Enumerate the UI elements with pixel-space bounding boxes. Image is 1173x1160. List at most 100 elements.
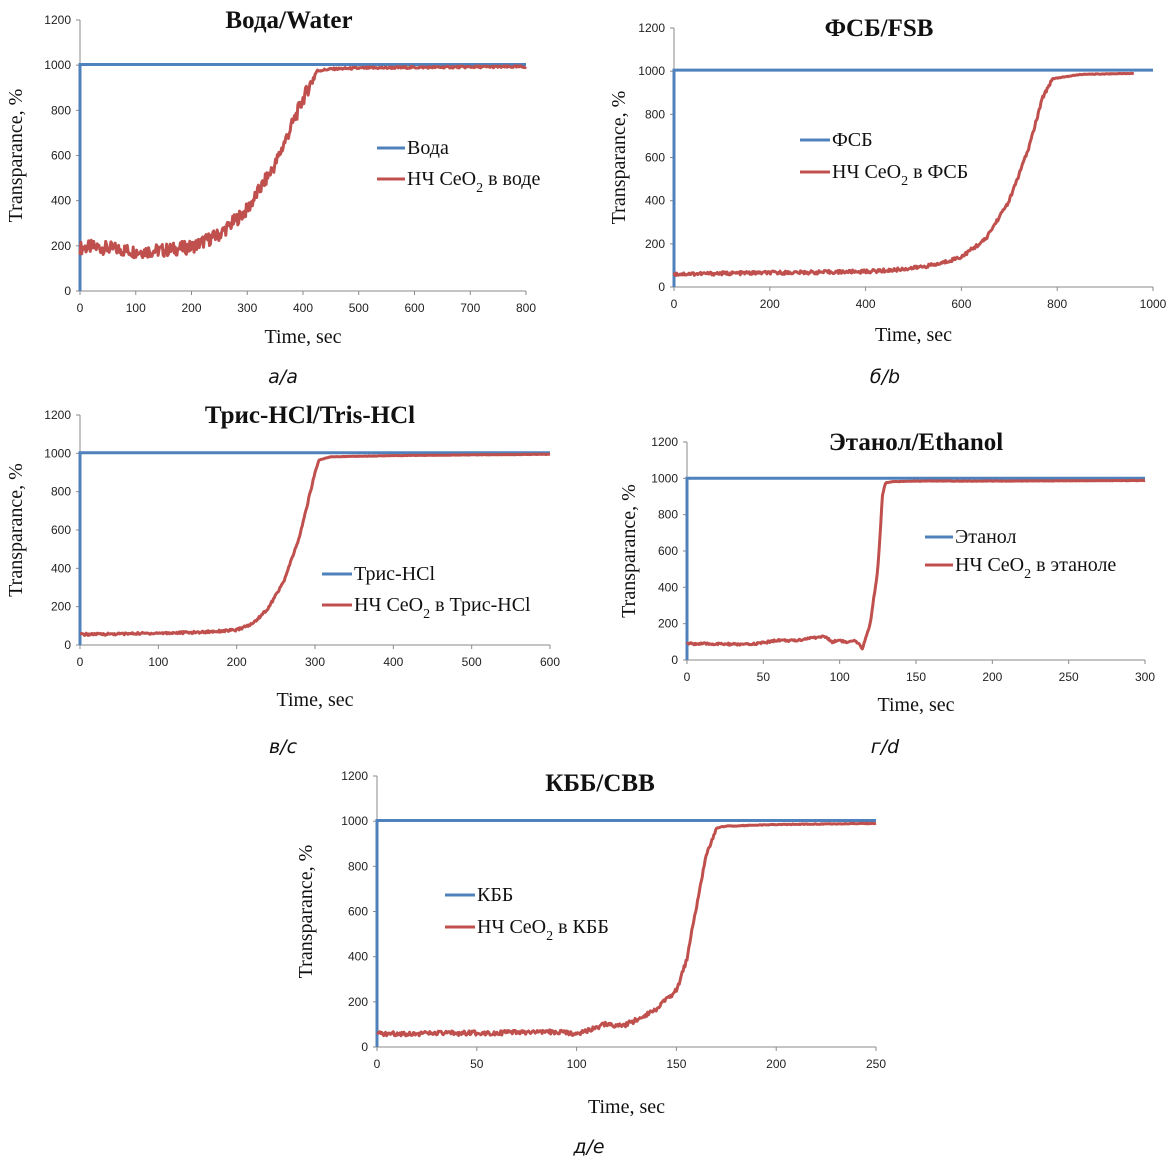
legend-label-sample: НЧ CeO2 в этаноле bbox=[955, 554, 1116, 582]
chart-title: Вода/Water bbox=[225, 7, 352, 34]
y-tick-label: 600 bbox=[51, 523, 71, 537]
legend-label-sample: НЧ CeO2 в КББ bbox=[477, 916, 609, 944]
x-tick-label: 200 bbox=[766, 1057, 786, 1071]
x-tick-label: 0 bbox=[374, 1057, 381, 1071]
x-tick-label: 500 bbox=[462, 655, 482, 669]
x-tick-label: 500 bbox=[349, 301, 369, 315]
x-axis-label: Time, sec bbox=[276, 689, 353, 711]
y-tick-label: 1000 bbox=[638, 64, 665, 78]
x-axis-label: Time, sec bbox=[877, 694, 954, 716]
caption-e: д/e bbox=[573, 1136, 605, 1158]
x-axis-label: Time, sec bbox=[264, 326, 341, 348]
x-tick-label: 400 bbox=[293, 301, 313, 315]
x-tick-label: 100 bbox=[126, 301, 146, 315]
x-tick-label: 800 bbox=[516, 301, 536, 315]
chart-title: Трис-HCl/Tris-HCl bbox=[205, 402, 415, 429]
x-tick-label: 250 bbox=[866, 1057, 886, 1071]
series-line-reference bbox=[78, 63, 526, 291]
x-tick-label: 150 bbox=[666, 1057, 686, 1071]
x-tick-label: 50 bbox=[470, 1057, 484, 1071]
series-line-sample bbox=[376, 821, 877, 1038]
x-tick-label: 600 bbox=[540, 655, 560, 669]
x-tick-label: 0 bbox=[77, 301, 84, 315]
y-tick-label: 1000 bbox=[651, 471, 678, 485]
y-tick-label: 0 bbox=[64, 284, 71, 298]
y-tick-label: 200 bbox=[645, 237, 665, 251]
chart-title: Этанол/Ethanol bbox=[829, 429, 1003, 456]
caption-a: а/a bbox=[268, 366, 298, 388]
y-tick-label: 600 bbox=[645, 151, 665, 165]
y-tick-label: 200 bbox=[348, 995, 368, 1009]
y-tick-label: 400 bbox=[348, 950, 368, 964]
x-tick-label: 100 bbox=[567, 1057, 587, 1071]
y-axis-label: Transparance, % bbox=[5, 463, 27, 597]
y-tick-label: 600 bbox=[51, 149, 71, 163]
series-line-reference bbox=[672, 68, 1153, 287]
series-line-sample bbox=[672, 71, 1135, 277]
x-tick-label: 250 bbox=[1059, 670, 1079, 684]
x-tick-label: 300 bbox=[1135, 670, 1155, 684]
x-axis-label: Time, sec bbox=[875, 324, 952, 346]
y-tick-label: 600 bbox=[348, 905, 368, 919]
x-tick-label: 0 bbox=[671, 297, 678, 311]
legend-label-reference: Этанол bbox=[955, 526, 1017, 548]
x-tick-label: 1000 bbox=[1140, 297, 1167, 311]
x-tick-label: 800 bbox=[1047, 297, 1067, 311]
y-tick-label: 800 bbox=[348, 859, 368, 873]
y-tick-label: 1200 bbox=[44, 13, 71, 27]
legend: Трис-HCl НЧ CeO2 в Трис-HCl bbox=[322, 563, 531, 622]
y-tick-label: 400 bbox=[51, 194, 71, 208]
chart-title: ФСБ/FSB bbox=[825, 15, 934, 42]
x-tick-label: 200 bbox=[227, 655, 247, 669]
caption-d: г/d bbox=[870, 736, 900, 758]
y-tick-label: 400 bbox=[658, 580, 678, 594]
legend-label-reference: Трис-HCl bbox=[354, 563, 435, 585]
y-axis-label: Transparance, % bbox=[608, 91, 630, 225]
y-tick-label: 1000 bbox=[44, 58, 71, 72]
y-tick-label: 200 bbox=[658, 617, 678, 631]
chart-panel-3: 0 200 400 600 800 1000 1200 0 50 100 150 200 250 300 Э… bbox=[618, 429, 1155, 716]
y-axis-label: Transparance, % bbox=[295, 845, 317, 979]
y-tick-label: 0 bbox=[361, 1040, 368, 1054]
x-tick-label: 200 bbox=[982, 670, 1002, 684]
x-tick-label: 700 bbox=[460, 301, 480, 315]
y-tick-label: 1200 bbox=[638, 21, 665, 35]
legend-label-sample: НЧ CeO2 в Трис-HCl bbox=[354, 594, 531, 622]
series-line-sample bbox=[685, 478, 1146, 651]
y-tick-label: 0 bbox=[658, 280, 665, 294]
chart-title: КББ/CBB bbox=[545, 770, 655, 797]
series-line-sample bbox=[78, 64, 527, 260]
y-tick-label: 600 bbox=[658, 544, 678, 558]
x-tick-label: 0 bbox=[77, 655, 84, 669]
y-axis-label: Transparance, % bbox=[618, 484, 640, 618]
y-tick-label: 200 bbox=[51, 239, 71, 253]
series-line-sample bbox=[79, 452, 551, 637]
x-tick-label: 100 bbox=[148, 655, 168, 669]
x-tick-label: 150 bbox=[906, 670, 926, 684]
x-tick-label: 600 bbox=[404, 301, 424, 315]
legend-label-sample: НЧ CeO2 в воде bbox=[407, 168, 540, 196]
x-tick-label: 50 bbox=[757, 670, 771, 684]
x-tick-label: 400 bbox=[383, 655, 403, 669]
y-tick-label: 1000 bbox=[341, 814, 368, 828]
series-line-reference bbox=[685, 476, 1145, 660]
y-tick-label: 1200 bbox=[44, 408, 71, 422]
x-tick-label: 600 bbox=[951, 297, 971, 311]
y-tick-label: 400 bbox=[51, 561, 71, 575]
legend-label-reference: Вода bbox=[407, 137, 449, 159]
y-tick-label: 800 bbox=[645, 107, 665, 121]
x-tick-label: 100 bbox=[830, 670, 850, 684]
y-tick-label: 1200 bbox=[651, 435, 678, 449]
x-tick-label: 200 bbox=[181, 301, 201, 315]
y-tick-label: 0 bbox=[64, 638, 71, 652]
legend: Этанол НЧ CeO2 в этаноле bbox=[925, 526, 1116, 582]
y-tick-label: 200 bbox=[51, 600, 71, 614]
x-tick-label: 0 bbox=[684, 670, 691, 684]
y-tick-label: 400 bbox=[645, 194, 665, 208]
series-line-reference bbox=[78, 451, 550, 645]
y-axis-label: Transparance, % bbox=[5, 89, 27, 223]
legend-label-reference: КББ bbox=[477, 884, 513, 906]
chart-panel-2: 0 200 400 600 800 1000 1200 0 100 200 300 400 500 600… bbox=[5, 402, 560, 711]
x-tick-label: 300 bbox=[237, 301, 257, 315]
legend-label-sample: НЧ CeO2 в ФСБ bbox=[832, 161, 968, 189]
